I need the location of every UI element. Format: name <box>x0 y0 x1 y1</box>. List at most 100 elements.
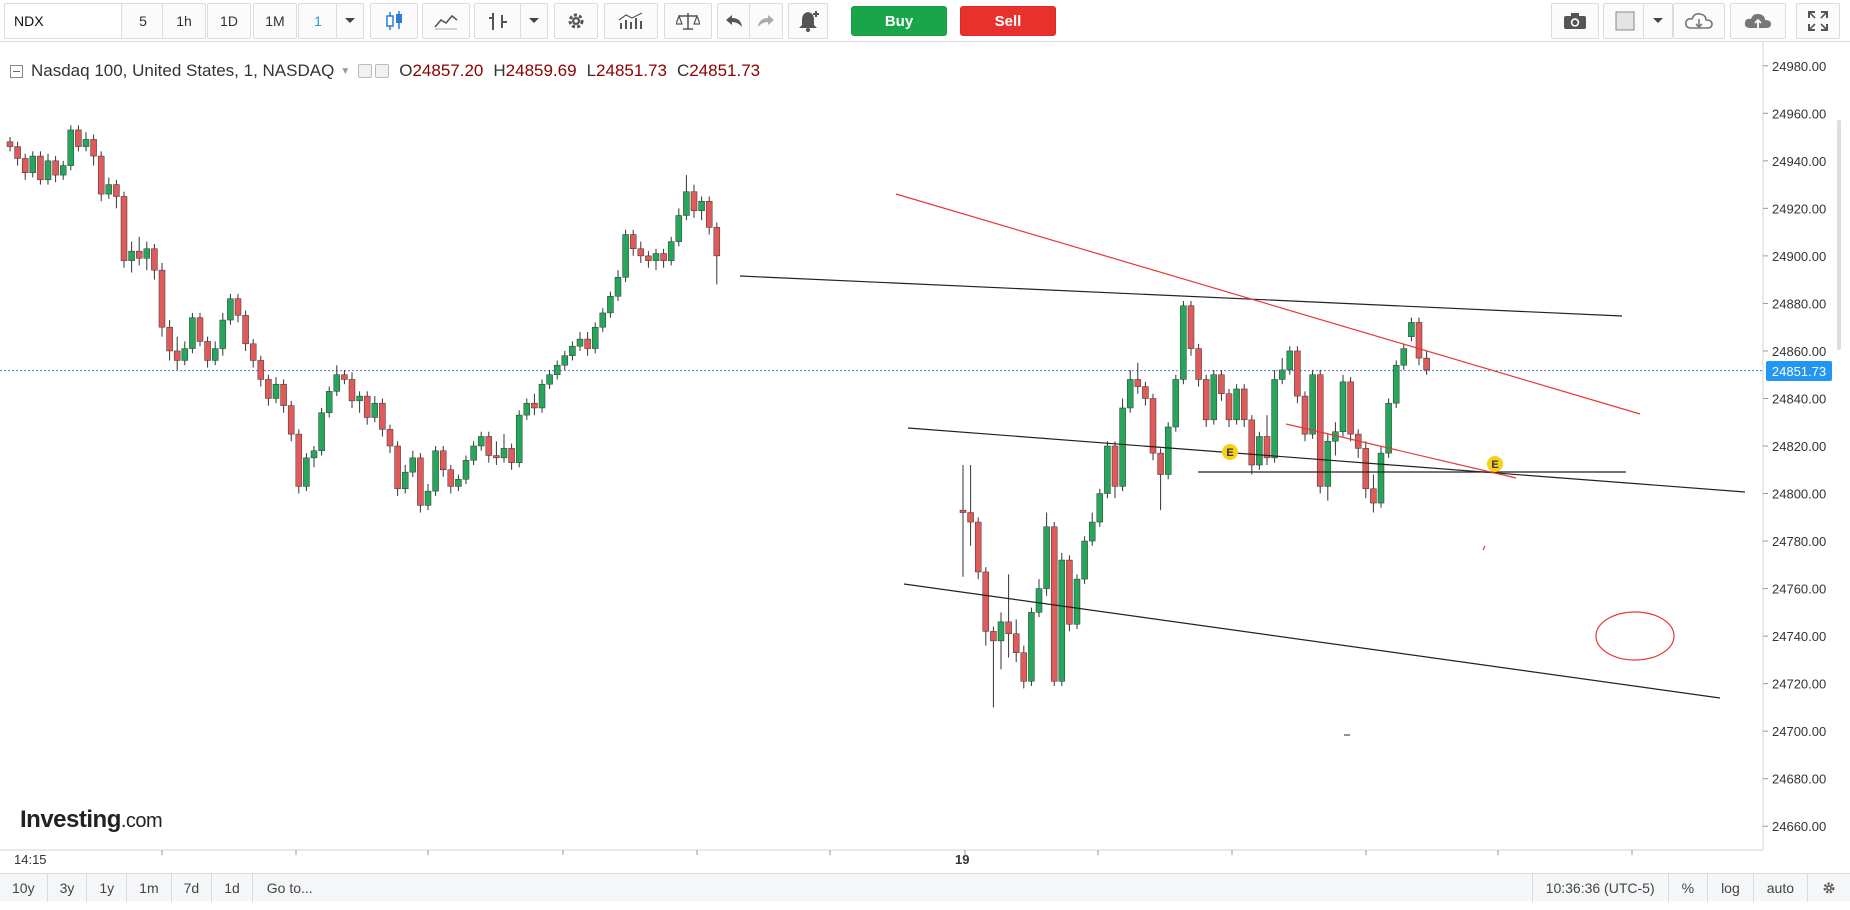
eye-icon[interactable] <box>358 64 373 78</box>
trendline-black-upper[interactable] <box>739 275 1623 317</box>
candle-up <box>546 374 553 385</box>
price-tick-label: 24660.00 <box>1772 819 1826 834</box>
percent-toggle[interactable]: % <box>1667 874 1707 902</box>
candle-down <box>1263 436 1271 459</box>
candle-up <box>1043 526 1050 589</box>
bar-style-button[interactable] <box>474 3 522 39</box>
trendline-black-lower[interactable] <box>903 583 1721 699</box>
fullscreen-button[interactable] <box>1796 3 1840 39</box>
trendline-red-lower[interactable] <box>1285 423 1517 479</box>
range-1y-button[interactable]: 1y <box>87 873 128 902</box>
load-layout-button[interactable] <box>1673 3 1725 39</box>
log-toggle[interactable]: log <box>1707 874 1753 902</box>
earnings-event-marker[interactable] <box>1222 444 1238 460</box>
candle-up <box>1035 588 1043 613</box>
candle-up <box>59 165 67 176</box>
range-10y-button[interactable]: 10y <box>0 873 48 902</box>
collapse-legend-icon[interactable] <box>10 64 23 78</box>
candle-down <box>75 129 82 147</box>
candle-down <box>113 184 120 197</box>
candlestick-style-button[interactable] <box>370 3 418 39</box>
target-circle[interactable] <box>1595 611 1675 661</box>
candle-up <box>401 471 409 490</box>
drawings-layer[interactable] <box>739 193 1746 736</box>
symbol-search-input[interactable]: NDX <box>4 3 124 39</box>
range-1m-button[interactable]: 1m <box>127 873 172 902</box>
candle-up <box>303 457 310 487</box>
earnings-event-marker[interactable] <box>1487 456 1503 472</box>
candle-down <box>295 433 303 487</box>
candle-up <box>997 621 1005 642</box>
fullscreen-icon <box>1808 11 1828 31</box>
fill-color-button[interactable] <box>1603 3 1647 39</box>
save-layout-button[interactable] <box>1730 3 1786 39</box>
candle-down <box>1347 381 1354 435</box>
candle-up <box>211 348 219 361</box>
timeframe-5-button[interactable]: 5 <box>121 3 165 39</box>
scroll-indicator[interactable] <box>1837 120 1841 350</box>
candle-up <box>1126 379 1134 409</box>
candle-down <box>166 326 173 352</box>
candle-down <box>439 450 447 471</box>
candle-down <box>97 155 105 195</box>
screenshot-button[interactable] <box>1551 3 1599 39</box>
candle-up <box>409 457 417 473</box>
redo-icon <box>758 15 774 27</box>
candle-up <box>683 191 690 216</box>
trendline-red-upper[interactable] <box>895 193 1641 415</box>
candle-down <box>257 360 265 380</box>
candle-up <box>500 448 508 459</box>
timeframe-1d-button[interactable]: 1D <box>207 3 251 39</box>
chart-style-dropdown-button[interactable] <box>520 3 548 39</box>
range-3y-button[interactable]: 3y <box>48 873 88 902</box>
candle-up <box>1278 369 1286 380</box>
logo-suffix: .com <box>120 810 163 832</box>
settings-button-bottom[interactable] <box>1807 874 1850 902</box>
timeframe-1-button[interactable]: 1 <box>298 3 338 39</box>
candle-down <box>1111 445 1119 487</box>
candle-up <box>515 414 523 463</box>
candle-up <box>1028 612 1035 682</box>
candle-up <box>561 355 569 366</box>
settings-button[interactable] <box>554 3 598 39</box>
candle-down <box>1202 379 1210 421</box>
line-style-button[interactable] <box>422 3 470 39</box>
fill-color-dropdown-button[interactable] <box>1643 3 1673 39</box>
candle-up <box>1104 445 1111 494</box>
compare-icon <box>676 13 700 30</box>
candle-up <box>553 364 561 375</box>
goto-button[interactable]: Go to... <box>266 879 313 896</box>
price-tick-label: 24720.00 <box>1772 677 1826 692</box>
candle-down <box>135 250 143 259</box>
settings-small-icon[interactable] <box>375 64 390 78</box>
symbol-label: NDX <box>14 13 44 29</box>
timeframe-1h-button[interactable]: 1h <box>162 3 206 39</box>
candles-layer <box>6 125 1430 708</box>
indicators-button[interactable] <box>604 3 658 39</box>
candle-up <box>1119 407 1126 487</box>
redo-button[interactable] <box>749 3 783 39</box>
timeframe-dropdown-button[interactable] <box>336 3 364 39</box>
price-chart[interactable]: 24980.00 24960.00 24940.00 24920.00 24900.00… <box>0 42 1850 872</box>
undo-button[interactable] <box>717 3 751 39</box>
buy-button[interactable]: Buy <box>851 6 947 36</box>
timeframe-1m-button[interactable]: 1M <box>253 3 297 39</box>
candle-down <box>713 227 721 257</box>
timeframe-label: 1 <box>314 13 322 29</box>
chevron-down-icon[interactable]: ▼ <box>340 65 351 77</box>
candle-down <box>280 383 287 406</box>
range-7d-button[interactable]: 7d <box>172 873 213 902</box>
sell-label: Sell <box>994 12 1022 30</box>
low-value: 24851.73 <box>596 61 667 80</box>
candle-up <box>698 200 705 211</box>
auto-toggle[interactable]: auto <box>1752 874 1807 902</box>
trendline-black-middle[interactable] <box>907 427 1746 493</box>
sell-button[interactable]: Sell <box>960 6 1056 36</box>
alert-button[interactable] <box>788 3 828 39</box>
cloud-download-icon <box>1685 13 1713 29</box>
candle-up <box>1271 379 1278 459</box>
high-value: 24859.69 <box>505 61 577 80</box>
range-1d-button[interactable]: 1d <box>212 873 253 902</box>
close-key: C <box>676 61 690 80</box>
compare-button[interactable] <box>664 3 712 39</box>
